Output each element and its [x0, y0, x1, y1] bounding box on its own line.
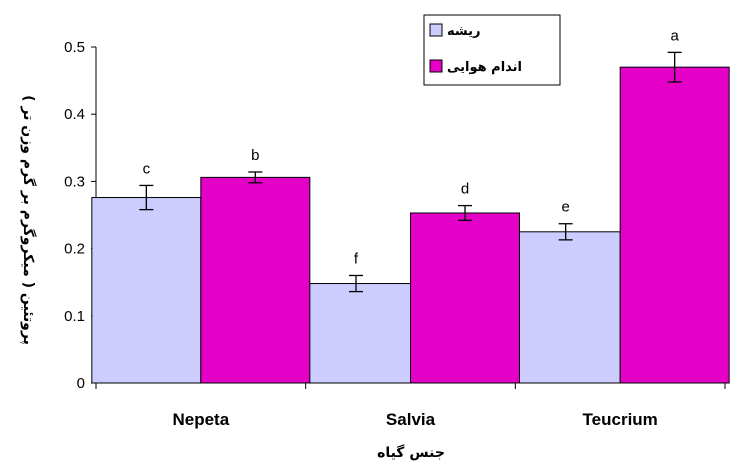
data-label: c [143, 160, 151, 177]
x-category-label: Nepeta [172, 410, 229, 429]
legend: ریشه اندام هوایی [423, 14, 561, 86]
legend-label-root: ریشه [447, 24, 480, 39]
x-axis: Nepeta Salvia Teucrium [95, 383, 726, 429]
legend-swatch-shoot [429, 59, 443, 73]
data-label: a [670, 27, 679, 44]
bar [410, 212, 520, 384]
x-axis-title: جنس گیاه [377, 444, 445, 461]
x-category-label: Teucrium [583, 410, 658, 429]
bar [510, 231, 621, 384]
y-tick-label: 0 [77, 375, 85, 392]
legend-swatch-root [429, 23, 443, 37]
data-label: b [251, 147, 259, 164]
data-label: d [461, 181, 469, 198]
y-tick-label: 0.2 [64, 241, 85, 258]
bar [200, 176, 311, 384]
legend-box [423, 14, 561, 86]
bar [301, 283, 411, 384]
y-tick-label: 0.4 [64, 106, 85, 123]
bar [619, 66, 730, 384]
y-axis-title: پروتئین ( میکروگرم بر گرم وزن تر ) [20, 95, 37, 345]
bar [91, 197, 202, 384]
y-axis: 0 0.1 0.2 0.3 0.4 0.5 [64, 39, 96, 392]
data-label: e [561, 199, 569, 216]
data-label: f [354, 250, 359, 267]
y-tick-label: 0.3 [64, 173, 85, 190]
x-category-label: Salvia [386, 410, 436, 429]
legend-label-shoot: اندام هوایی [447, 60, 522, 75]
y-tick-label: 0.1 [64, 308, 85, 325]
y-tick-label: 0.5 [64, 39, 85, 56]
bars: c f e b d a [91, 27, 730, 384]
